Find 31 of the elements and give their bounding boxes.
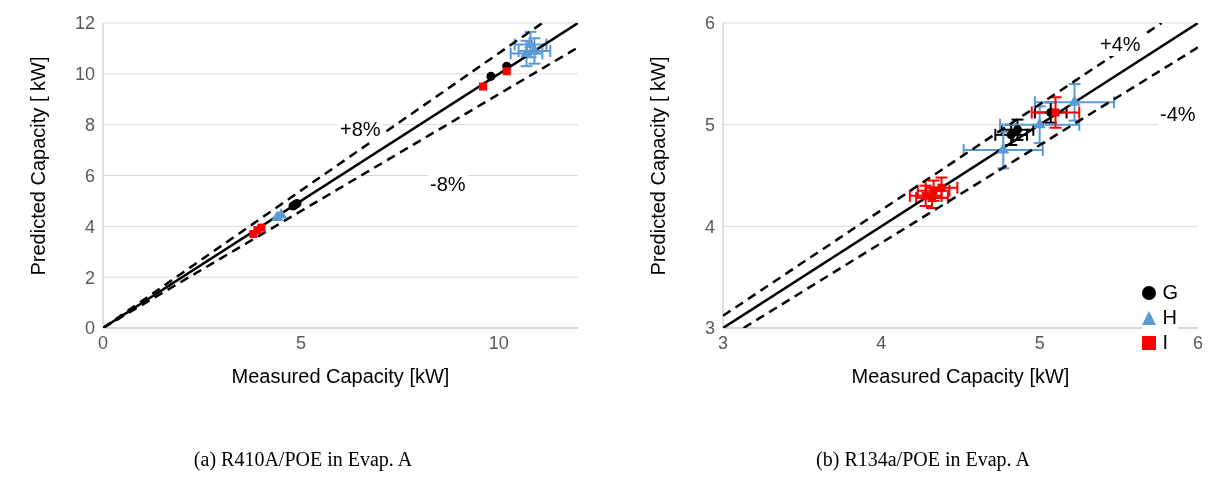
legend-label: I	[1162, 331, 1168, 354]
y-tick-label: 3	[704, 318, 715, 339]
x-axis-title: Measured Capacity [kW]	[851, 365, 1070, 387]
y-axis-title: Predicted Capacity [ kW]	[27, 56, 50, 276]
x-axis-title: Measured Capacity [kW]	[231, 365, 450, 387]
x-tick-label: 3	[717, 332, 729, 353]
y-tick-label: 4	[84, 216, 95, 237]
legend-label: G	[1162, 281, 1178, 304]
x-tick-label: 0	[97, 332, 109, 353]
x-tick-label: 5	[1034, 332, 1045, 353]
y-axis-title: Predicted Capacity [ kW]	[647, 56, 670, 276]
annotation: -8%	[428, 173, 468, 196]
y-tick-label: 12	[74, 13, 95, 34]
text: (b) R134a/POE in Evap. A	[815, 448, 1031, 471]
text: (a) R410A/POE in Evap. A	[192, 448, 414, 471]
x-tick-label: 5	[295, 332, 306, 353]
y-tick-label: 0	[84, 318, 95, 339]
annotation: +4%	[1098, 33, 1143, 56]
legend-label: H	[1162, 306, 1177, 329]
x-tick-label: 4	[876, 332, 887, 353]
y-tick-label: 5	[704, 115, 715, 136]
y-tick-label: 10	[74, 64, 95, 85]
annotation: -4%	[1158, 103, 1198, 126]
x-tick-label: 6	[1192, 332, 1204, 353]
y-tick-label: 4	[704, 216, 715, 237]
y-tick-label: 6	[84, 165, 95, 186]
x-tick-label: 10	[488, 332, 509, 353]
annotation: +8%	[338, 118, 383, 141]
y-tick-label: 6	[704, 13, 715, 34]
y-tick-label: 8	[84, 115, 95, 136]
y-tick-label: 2	[84, 267, 95, 288]
